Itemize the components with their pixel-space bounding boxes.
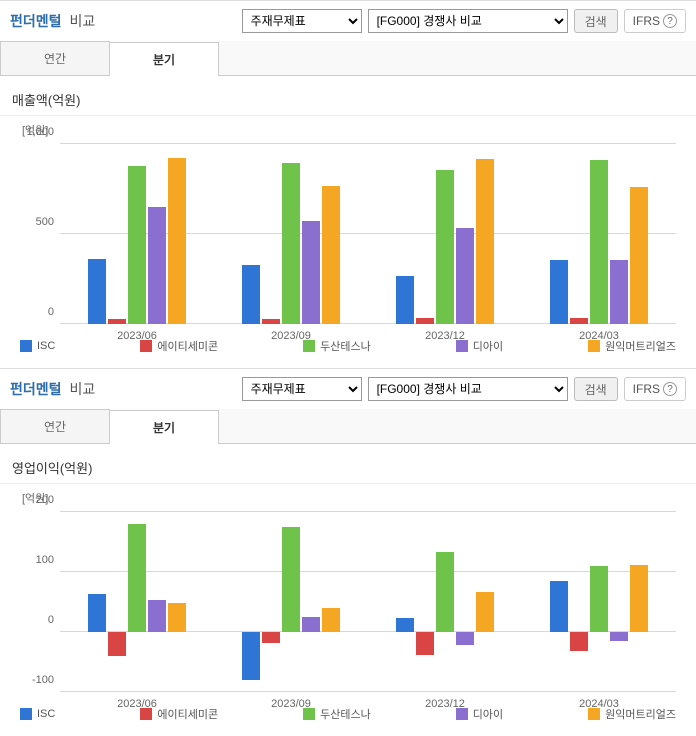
- bar: [570, 144, 588, 324]
- bar: [550, 512, 568, 692]
- bar: [148, 512, 166, 692]
- x-tick: 2023/12: [368, 692, 522, 710]
- bar-group: 2023/09: [214, 144, 368, 324]
- bar: [282, 512, 300, 692]
- bar: [476, 512, 494, 692]
- x-tick: 2024/03: [522, 692, 676, 710]
- ifrs-badge[interactable]: IFRS?: [624, 9, 686, 33]
- tabs: 연간분기: [0, 409, 696, 444]
- legend-swatch: [20, 708, 32, 720]
- y-tick: 0: [48, 306, 54, 318]
- bar-group: 2024/03: [522, 144, 676, 324]
- x-tick: 2023/09: [214, 324, 368, 342]
- bar: [88, 144, 106, 324]
- tab-quarter[interactable]: 분기: [109, 42, 219, 76]
- y-tick: 1,000: [26, 126, 54, 138]
- legend-label: ISC: [37, 340, 55, 352]
- chart: [억원]05001,0002023/062023/092023/122024/0…: [0, 116, 696, 334]
- bar: [436, 144, 454, 324]
- bar: [242, 512, 260, 692]
- y-tick: 200: [36, 494, 54, 506]
- bar: [610, 512, 628, 692]
- legend-item: ISC: [20, 706, 55, 722]
- bar: [302, 144, 320, 324]
- title-sub: 비교: [70, 379, 96, 399]
- search-button[interactable]: 검색: [574, 377, 618, 401]
- x-tick: 2023/06: [60, 692, 214, 710]
- panel-0: 펀더멘털 비교 주재무제표[FG000] 경쟁사 비교검색IFRS? 연간분기매출액…: [0, 0, 696, 368]
- bar: [262, 512, 280, 692]
- bar-group: 2023/06: [60, 144, 214, 324]
- bar: [262, 144, 280, 324]
- tab-annual[interactable]: 연간: [0, 41, 110, 75]
- select-compare[interactable]: [FG000] 경쟁사 비교: [368, 377, 568, 401]
- bar: [396, 512, 414, 692]
- bar: [456, 512, 474, 692]
- chart-title: 매출액(억원): [0, 76, 696, 116]
- bar: [436, 512, 454, 692]
- panel-1: 펀더멘털 비교 주재무제표[FG000] 경쟁사 비교검색IFRS? 연간분기영업이…: [0, 368, 696, 736]
- legend-item: ISC: [20, 338, 55, 354]
- bar-group: 2023/06: [60, 512, 214, 692]
- bar: [242, 144, 260, 324]
- tab-quarter[interactable]: 분기: [109, 410, 219, 444]
- help-icon: ?: [663, 14, 677, 28]
- bar: [322, 512, 340, 692]
- title-main: 펀더멘털: [10, 11, 62, 31]
- bar: [630, 512, 648, 692]
- legend-swatch: [20, 340, 32, 352]
- title-sub: 비교: [70, 11, 96, 31]
- x-tick: 2023/06: [60, 324, 214, 342]
- bar-group: 2023/12: [368, 512, 522, 692]
- tab-annual[interactable]: 연간: [0, 409, 110, 443]
- bar: [322, 144, 340, 324]
- chart: [억원]-10001002002023/062023/092023/122024…: [0, 484, 696, 702]
- bar: [476, 144, 494, 324]
- x-tick: 2023/12: [368, 324, 522, 342]
- plot-area: 05001,0002023/062023/092023/122024/03: [60, 144, 676, 324]
- bar: [550, 144, 568, 324]
- bar: [570, 512, 588, 692]
- bar: [128, 144, 146, 324]
- bar: [302, 512, 320, 692]
- chart-title: 영업이익(억원): [0, 444, 696, 484]
- bar: [590, 144, 608, 324]
- bar: [168, 512, 186, 692]
- select-compare[interactable]: [FG000] 경쟁사 비교: [368, 9, 568, 33]
- bar: [108, 144, 126, 324]
- bar: [282, 144, 300, 324]
- x-tick: 2024/03: [522, 324, 676, 342]
- bar: [128, 512, 146, 692]
- bar: [416, 512, 434, 692]
- y-tick: -100: [32, 674, 54, 686]
- search-button[interactable]: 검색: [574, 9, 618, 33]
- help-icon: ?: [663, 382, 677, 396]
- panel-header: 펀더멘털 비교 주재무제표[FG000] 경쟁사 비교검색IFRS?: [0, 1, 696, 41]
- bar: [396, 144, 414, 324]
- legend-label: ISC: [37, 708, 55, 720]
- bar-group: 2024/03: [522, 512, 676, 692]
- bar: [168, 144, 186, 324]
- select-statement[interactable]: 주재무제표: [242, 9, 362, 33]
- bar: [416, 144, 434, 324]
- title-main: 펀더멘털: [10, 379, 62, 399]
- y-tick: 0: [48, 614, 54, 626]
- bar: [88, 512, 106, 692]
- x-tick: 2023/09: [214, 692, 368, 710]
- y-tick: 500: [36, 216, 54, 228]
- bar-group: 2023/09: [214, 512, 368, 692]
- ifrs-badge[interactable]: IFRS?: [624, 377, 686, 401]
- bar: [630, 144, 648, 324]
- bar: [108, 512, 126, 692]
- plot-area: -10001002002023/062023/092023/122024/03: [60, 512, 676, 692]
- bar: [456, 144, 474, 324]
- panel-header: 펀더멘털 비교 주재무제표[FG000] 경쟁사 비교검색IFRS?: [0, 369, 696, 409]
- select-statement[interactable]: 주재무제표: [242, 377, 362, 401]
- tabs: 연간분기: [0, 41, 696, 76]
- bar-group: 2023/12: [368, 144, 522, 324]
- y-tick: 100: [36, 554, 54, 566]
- bar: [610, 144, 628, 324]
- bar: [590, 512, 608, 692]
- bar: [148, 144, 166, 324]
